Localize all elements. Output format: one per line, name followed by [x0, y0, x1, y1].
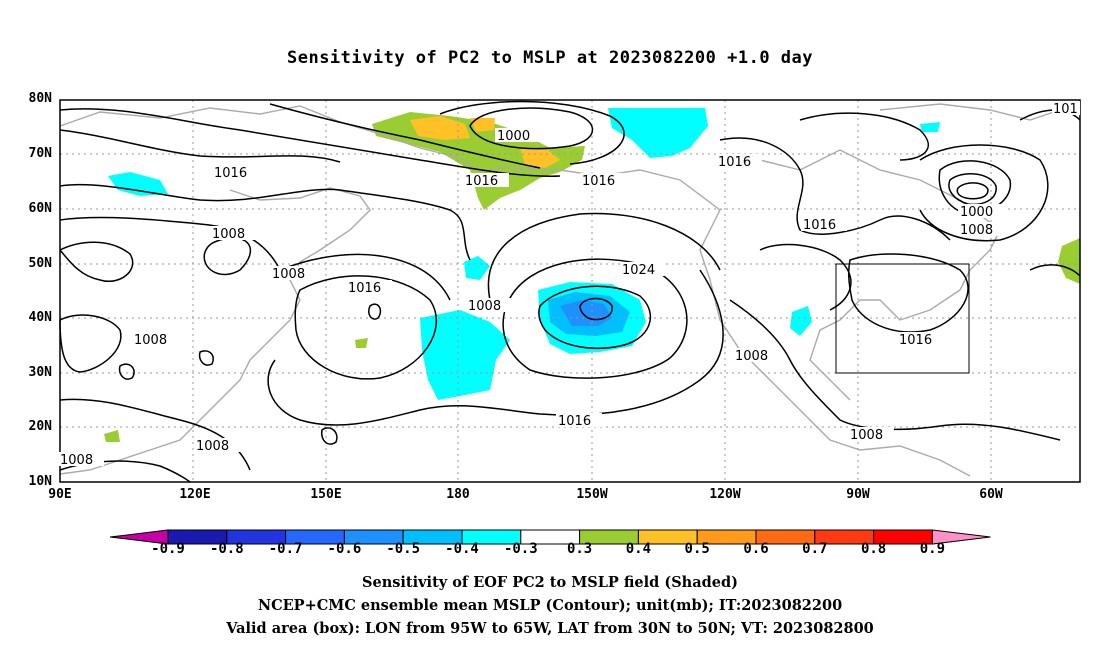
colorbar-tick-label: 0.8: [860, 541, 887, 557]
lat-label-40n: 40N: [28, 310, 52, 325]
colorbar-tick-label: 0.7: [802, 541, 828, 557]
contour-label: 1008: [196, 439, 229, 454]
lat-label-30n: 30N: [28, 365, 52, 380]
orange-region-arctic-1: [410, 116, 470, 140]
colorbar-tick-label: 0.5: [684, 541, 710, 557]
contour-label: 1016: [558, 414, 591, 429]
lon-label-90w: 90W: [846, 487, 870, 502]
valid-area-box: [835, 263, 970, 374]
colorbar-tick-label: 0.6: [743, 541, 769, 557]
contour-label: 1016: [582, 174, 615, 189]
colorbar-tick-label: -0.5: [386, 541, 421, 557]
colorbar-tick-label: -0.9: [151, 541, 185, 557]
negative-region-gulf: [790, 306, 812, 336]
orange-region-arctic-2: [470, 118, 495, 132]
lat-label-10n: 10N: [28, 474, 52, 489]
contour-label: 1008: [134, 333, 167, 348]
contour-label: 101: [1053, 102, 1078, 117]
contour-label: 1016: [718, 155, 751, 170]
footer-line-1: Sensitivity of EOF PC2 to MSLP field (Sh…: [362, 574, 738, 591]
contour-label: 1024: [622, 263, 655, 278]
lat-label-70n: 70N: [28, 146, 52, 161]
colorbar-tick-label: -0.6: [327, 541, 362, 557]
contour-label: 1016: [803, 218, 836, 233]
isobar-contours: [59, 100, 1081, 483]
negative-region-pacific: [420, 310, 510, 400]
lat-label-20n: 20N: [28, 419, 52, 434]
contour-label: 1016: [214, 166, 247, 181]
negative-region-aleutian: [464, 256, 490, 280]
footer-line-2: NCEP+CMC ensemble mean MSLP (Contour); u…: [257, 597, 843, 614]
lat-label-50n: 50N: [28, 256, 52, 271]
colorbar-tick-label: 0.9: [919, 541, 946, 557]
map-title: Sensitivity of PC2 to MSLP at 2023082200…: [286, 48, 813, 68]
lat-label-80n: 80N: [28, 91, 52, 106]
contour-label: 1000: [497, 129, 530, 144]
contour-label: 1008: [468, 299, 501, 314]
colorbar-tick-label: -0.7: [268, 541, 303, 557]
contour-label: 1016: [899, 333, 932, 348]
lon-label-120e: 120E: [179, 487, 211, 502]
lon-label-120w: 120W: [709, 487, 741, 502]
negative-region-west: [108, 172, 168, 196]
colorbar-tick-label: -0.3: [503, 541, 538, 557]
negative-region-arctic-east: [608, 108, 708, 158]
lon-label-180: 180: [446, 487, 470, 502]
lon-label-150w: 150W: [576, 487, 608, 502]
contour-label: 1008: [272, 267, 305, 282]
positive-region-tropics: [104, 430, 120, 442]
footer-line-3: Valid area (box): LON from 95W to 65W, L…: [226, 620, 874, 637]
contour-label: 1000: [960, 205, 993, 220]
contour-label: 1016: [465, 174, 498, 189]
negative-region-east: [920, 122, 940, 132]
colorbar-tick-label: 0.3: [566, 541, 593, 557]
contour-label: 1016: [348, 281, 381, 296]
colorbar: [109, 529, 991, 545]
contour-label: 1008: [60, 453, 93, 468]
contour-label: 1008: [212, 227, 245, 242]
colorbar-segment: [931, 529, 991, 545]
orange-region-arctic-3: [520, 148, 560, 168]
lon-label-150e: 150E: [310, 487, 342, 502]
colorbar-tick-label: -0.8: [209, 541, 244, 557]
colorbar-tick-label: -0.4: [445, 541, 479, 557]
lon-label-90e: 90E: [48, 487, 72, 502]
lat-label-60n: 60N: [28, 201, 52, 216]
contour-label-group: 1016 1000 1016 1016 1016 1008 1008 1016 …: [58, 101, 1080, 468]
positive-region-atlantic: [1058, 238, 1080, 284]
colorbar-tick-label: 0.4: [625, 541, 652, 557]
contour-label: 1008: [850, 428, 883, 443]
lon-label-60w: 60W: [979, 487, 1003, 502]
positive-region-pacific: [355, 338, 368, 348]
contour-label: 1008: [960, 223, 993, 238]
map-frame: [59, 99, 1081, 483]
contour-label: 1008: [735, 349, 768, 364]
